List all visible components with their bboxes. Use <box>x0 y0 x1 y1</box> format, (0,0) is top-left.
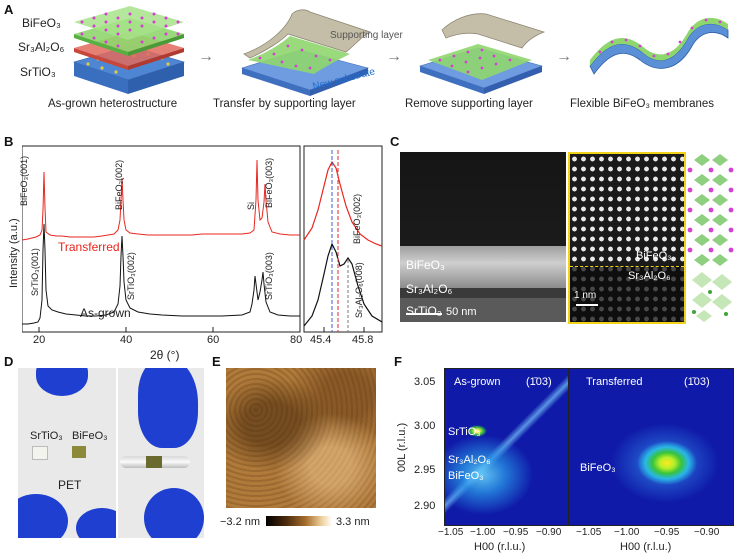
xtick-left-m1-00: −1.00 <box>470 527 496 538</box>
inset-asgrown-line <box>303 242 383 327</box>
xtick-left-m0-90: −0.90 <box>536 527 562 538</box>
xtick-right-m0-90: −0.90 <box>694 527 720 538</box>
xtick-20: 20 <box>33 334 46 346</box>
inset-xtick-45-4: 45.4 <box>310 334 332 346</box>
arrow-right-icon: → <box>198 48 214 65</box>
rsm-asgrown-title: As-grown <box>454 376 501 388</box>
panel-f-xlabel-right: H00 (r.l.u.) <box>620 541 672 553</box>
xrd-chart <box>22 145 383 333</box>
rsm-label-bifeo3: BiFeO₃ <box>448 470 484 482</box>
stem-layer-sr3al2o6: Sr₃Al₂O₆ <box>406 282 453 296</box>
zoom-label-sr3al2o6: Sr₃Al₂O₆ <box>628 270 671 282</box>
afm-colorbar-min: −3.2 nm <box>220 516 261 528</box>
xrd-inset-frame <box>303 145 383 333</box>
scale-label-50nm: 50 nm <box>446 306 477 318</box>
rsm-asgrown-index: (1̄03) <box>526 376 552 388</box>
pet-label: PET <box>58 478 82 492</box>
series-asgrown-line <box>22 223 300 325</box>
ytick-3-00: 3.00 <box>414 420 436 432</box>
rsm-transferred-index: (1̄03) <box>684 376 710 388</box>
xtick-60: 60 <box>207 334 220 346</box>
scale-label-1nm: 1 nm <box>574 290 597 301</box>
sample-srtio3-label: SrTiO₃ <box>30 430 63 442</box>
peak-bfo-002: BiFeO₃(002) <box>114 159 124 210</box>
flexible-membrane-illustration <box>589 17 729 75</box>
panel-b-label: B <box>4 134 14 149</box>
sample-bifeo3-label: BiFeO₃ <box>72 430 108 442</box>
scale-bar-50nm <box>406 313 442 315</box>
afm-colorbar <box>266 516 332 526</box>
arrow-right-icon: → <box>386 48 402 65</box>
series-transferred-line <box>22 159 300 241</box>
inset-peak-sao-008: Sr₃Al₂O₆(008) <box>354 262 364 318</box>
stem-overview-image <box>400 152 566 322</box>
afm-colorbar-max: 3.3 nm <box>336 516 370 528</box>
step-3-caption: Remove supporting layer <box>405 98 533 110</box>
xtick-left-m0-95: −0.95 <box>503 527 529 538</box>
xtick-right-m1-00: −1.00 <box>614 527 640 538</box>
panel-b-ylabel: Intensity (a.u.) <box>8 218 20 288</box>
ytick-3-05: 3.05 <box>414 376 436 388</box>
peak-si: Si <box>246 201 256 210</box>
stem-layer-srtio3: SrTiO₃ <box>406 304 442 318</box>
xtick-right-m0-95: −0.95 <box>654 527 680 538</box>
rsm-transferred-title: Transferred <box>586 376 643 388</box>
series-transferred-label: Transferred <box>58 240 120 254</box>
rsm-asgrown-map <box>444 368 569 526</box>
panel-f-ylabel: 00L (r.l.u.) <box>396 422 408 472</box>
ytick-2-95: 2.95 <box>414 464 436 476</box>
photo-samples-bent <box>118 368 204 538</box>
remove-support-illustration <box>419 13 546 94</box>
stem-zoom-image <box>568 152 686 324</box>
xtick-80: 80 <box>290 334 303 346</box>
afm-topography-image <box>226 368 376 508</box>
layer-label-bifeo3: BiFeO₃ <box>22 16 61 30</box>
panel-f-label: F <box>394 354 402 369</box>
inset-transferred-line <box>303 160 383 247</box>
step-1-caption: As-grown heterostructure <box>48 98 178 110</box>
peak-sto-002: SrTiO₃(002) <box>126 252 136 300</box>
step-2-caption: Transfer by supporting layer <box>213 98 356 110</box>
inset-peak-bfo-002: BiFeO₃(002) <box>352 193 362 244</box>
step-4-caption: Flexible BiFeO₃ membranes <box>570 98 715 110</box>
panel-a-label: A <box>4 2 14 17</box>
series-asgrown-label: As-grown <box>80 306 131 320</box>
layer-label-srtio3: SrTiO₃ <box>20 65 56 79</box>
panel-e-label: E <box>212 354 221 369</box>
peak-bfo-001: BiFeO₃(001) <box>19 155 29 206</box>
rsm-label-bifeo3-transferred: BiFeO₃ <box>580 462 616 474</box>
stem-layer-bifeo3: BiFeO₃ <box>406 258 445 272</box>
ytick-2-90: 2.90 <box>414 500 436 512</box>
panel-f-xlabel-left: H00 (r.l.u.) <box>474 541 526 553</box>
rsm-label-sr3al2o6: Sr₃Al₂O₆ <box>448 454 491 466</box>
peak-sto-003: SrTiO₃(003) <box>264 252 274 300</box>
transfer-illustration <box>241 9 372 96</box>
inset-xtick-45-8: 45.8 <box>352 334 374 346</box>
crystal-model-illustration <box>687 154 734 322</box>
xrd-main-frame <box>22 145 301 333</box>
heterostructure-illustration <box>72 6 186 94</box>
scale-bar-1nm <box>576 304 598 306</box>
panel-b-xlabel: 2θ (°) <box>150 348 180 362</box>
peak-bfo-003: BiFeO₃(003) <box>264 157 274 208</box>
panel-d-label: D <box>4 354 14 369</box>
peak-sto-001: SrTiO₃(001) <box>30 248 40 296</box>
xtick-40: 40 <box>120 334 133 346</box>
zoom-label-bifeo3: BiFeO₃ <box>636 250 672 262</box>
layer-label-sr3al2o6: Sr₃Al₂O₆ <box>18 40 65 54</box>
photo-samples-flat <box>18 368 116 538</box>
panel-c-label: C <box>390 134 400 149</box>
xtick-left-m1-05: −1.05 <box>438 527 464 538</box>
supporting-layer-label: Supporting layer <box>330 30 403 41</box>
rsm-label-srtio3: SrTiO₃ <box>448 426 481 438</box>
rsm-transferred-map <box>568 368 734 526</box>
arrow-right-icon: → <box>556 48 572 65</box>
xtick-right-m1-05: −1.05 <box>576 527 602 538</box>
